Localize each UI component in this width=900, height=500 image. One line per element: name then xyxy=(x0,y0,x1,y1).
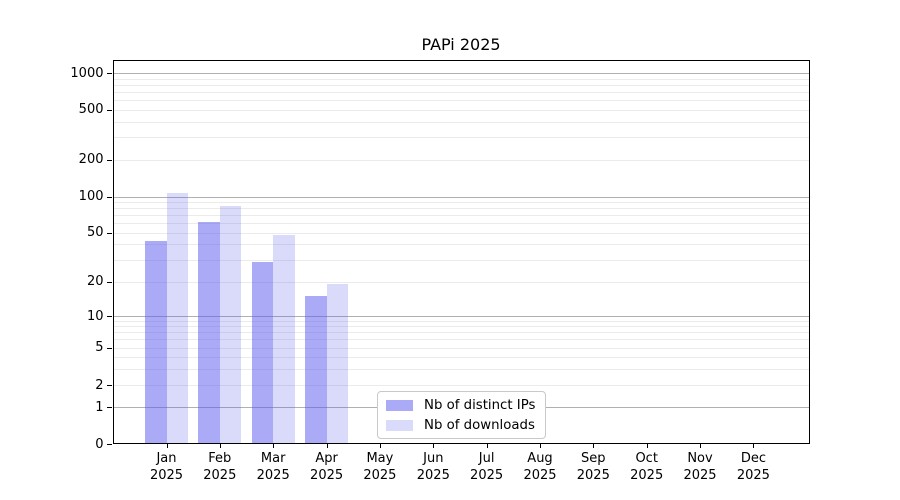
x-tick-mark xyxy=(219,444,221,448)
legend-item: Nb of downloads xyxy=(386,417,535,433)
gridline-minor xyxy=(112,109,810,111)
gridline-minor xyxy=(112,215,810,216)
legend: Nb of distinct IPs Nb of downloads xyxy=(377,391,547,439)
gridline-major xyxy=(112,73,810,74)
gridline-minor xyxy=(112,223,810,224)
x-tick-mark xyxy=(166,444,168,448)
x-tick-label: May 2025 xyxy=(363,451,397,483)
gridline-minor xyxy=(112,326,810,328)
gridline-minor xyxy=(112,84,810,86)
y-tick-label: 1 xyxy=(95,399,104,415)
gridline-major xyxy=(112,316,810,317)
bar-distinct-ips xyxy=(305,295,327,444)
legend-swatch-downloads xyxy=(386,419,413,431)
gridline-minor xyxy=(112,347,810,349)
gridline-minor xyxy=(112,320,810,322)
x-tick-label: Apr 2025 xyxy=(310,451,344,483)
gridline-minor xyxy=(112,356,810,358)
y-tick-mark xyxy=(107,281,112,283)
gridline-minor xyxy=(112,202,810,203)
y-tick-label: 20 xyxy=(86,274,104,289)
y-tick-label: 5 xyxy=(95,340,104,356)
gridline-minor xyxy=(112,332,810,334)
y-tick-label: 500 xyxy=(78,102,104,117)
x-tick-mark xyxy=(646,444,648,448)
x-tick-label: Mar 2025 xyxy=(256,451,290,483)
x-tick-mark xyxy=(379,444,381,448)
gridline-minor xyxy=(112,208,810,210)
y-tick-mark xyxy=(107,73,112,74)
x-tick-label: Aug 2025 xyxy=(523,451,557,483)
x-tick-label: Sep 2025 xyxy=(576,451,610,483)
bar-downloads xyxy=(166,193,188,444)
y-tick-label: 0 xyxy=(95,436,104,452)
x-tick-label: Nov 2025 xyxy=(683,451,717,483)
y-tick-mark xyxy=(107,159,112,161)
x-tick-label: Jan 2025 xyxy=(149,451,184,483)
x-tick-label: Feb 2025 xyxy=(203,451,237,483)
x-tick-mark xyxy=(486,444,488,448)
legend-swatch-distinct-ips xyxy=(386,399,413,411)
y-tick-label: 2 xyxy=(95,377,104,393)
y-tick-mark xyxy=(107,385,112,386)
legend-item: Nb of distinct IPs xyxy=(386,397,535,413)
gridline-minor xyxy=(112,281,810,283)
plot-area xyxy=(112,60,810,444)
x-tick-mark xyxy=(433,444,435,448)
x-tick-mark xyxy=(540,444,541,448)
x-tick-mark xyxy=(753,444,755,448)
x-tick-label: Oct 2025 xyxy=(630,451,664,483)
bar-downloads xyxy=(273,234,295,444)
bar-distinct-ips xyxy=(145,240,167,444)
gridline-minor xyxy=(112,385,810,386)
gridline-minor xyxy=(112,78,810,80)
y-tick-label: 100 xyxy=(78,189,104,204)
x-tick-label: Dec 2025 xyxy=(736,451,770,483)
gridline-minor xyxy=(112,137,810,139)
x-tick-mark xyxy=(593,444,595,448)
y-tick-mark xyxy=(107,109,112,111)
y-tick-label: 1000 xyxy=(70,65,104,81)
bar-distinct-ips xyxy=(251,261,274,444)
gridline-minor xyxy=(112,159,810,161)
x-tick-label: Jun 2025 xyxy=(416,451,450,483)
chart-title: PAPi 2025 xyxy=(421,35,501,54)
x-tick-mark xyxy=(700,444,701,448)
x-tick-mark xyxy=(273,444,275,448)
y-tick-label: 10 xyxy=(86,308,104,324)
gridline-minor xyxy=(112,339,810,341)
y-tick-mark xyxy=(107,316,112,317)
gridline-minor xyxy=(112,91,810,93)
y-tick-mark xyxy=(107,444,112,445)
y-tick-mark xyxy=(107,347,112,349)
gridline-minor xyxy=(112,121,810,123)
y-tick-mark xyxy=(107,232,112,234)
y-tick-mark xyxy=(107,196,112,198)
x-tick-mark xyxy=(326,444,328,448)
y-tick-label: 200 xyxy=(78,152,104,167)
x-tick-label: Jul 2025 xyxy=(470,451,504,483)
legend-label: Nb of distinct IPs xyxy=(424,397,536,413)
bar-downloads xyxy=(219,205,242,444)
y-tick-mark xyxy=(107,407,112,408)
gridline-major xyxy=(112,196,810,198)
gridline-minor xyxy=(112,259,810,261)
y-tick-label: 50 xyxy=(86,225,104,240)
bar-downloads xyxy=(326,284,349,444)
legend-label: Nb of downloads xyxy=(424,417,535,433)
bar-distinct-ips xyxy=(198,222,220,444)
gridline-minor xyxy=(112,244,810,246)
gridline-minor xyxy=(112,99,810,101)
gridline-minor xyxy=(112,232,810,234)
gridline-minor xyxy=(112,368,810,370)
